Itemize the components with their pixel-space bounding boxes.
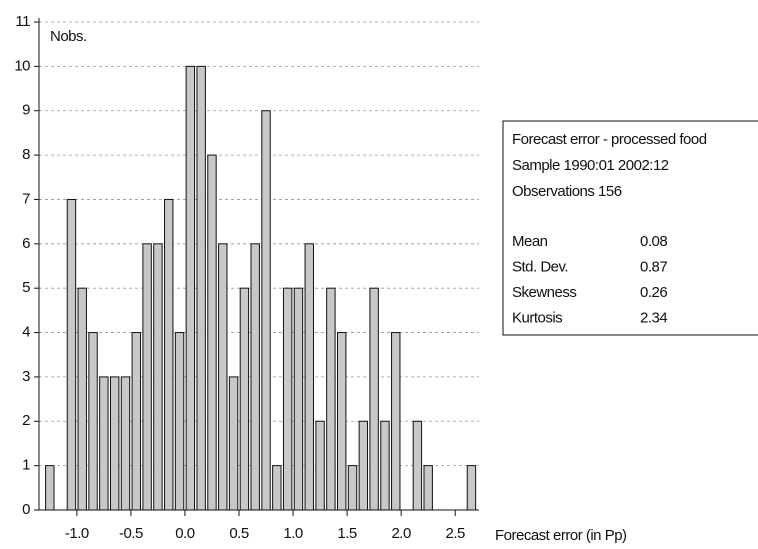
bar — [412, 420, 423, 511]
x-axis-label: Forecast error (in Pp) — [495, 527, 627, 544]
bar — [369, 287, 379, 511]
bar — [380, 420, 390, 511]
bar — [88, 332, 98, 511]
x-tick-label: 1.0 — [283, 525, 303, 542]
stat-name: Mean — [512, 233, 548, 250]
stat-name: Skewness — [512, 284, 576, 301]
bar — [142, 243, 152, 511]
bar — [207, 154, 217, 511]
x-tick-label: -1.0 — [65, 525, 89, 542]
stat-name: Std. Dev. — [512, 258, 568, 275]
stats-observations: Observations 156 — [512, 183, 622, 200]
bar — [326, 287, 336, 511]
bar — [218, 243, 228, 511]
y-tick-label: 11 — [15, 13, 30, 30]
bar — [174, 332, 185, 511]
stat-name: Kurtosis — [512, 309, 562, 326]
y-axis-label: Nobs. — [50, 28, 87, 45]
x-tick-label: 0.5 — [229, 525, 249, 542]
stats-box — [502, 120, 758, 336]
bar — [336, 332, 347, 511]
bar — [391, 332, 401, 511]
x-tick-label: -0.5 — [119, 525, 143, 542]
x-tick-label: 2.0 — [391, 525, 411, 542]
bar — [109, 376, 120, 511]
x-tick-label: 2.5 — [446, 525, 466, 542]
y-tick-label: 3 — [22, 368, 30, 385]
bar — [99, 376, 109, 511]
stat-value: 0.87 — [640, 258, 667, 275]
bar — [164, 198, 174, 511]
bar — [239, 287, 250, 511]
bar — [185, 65, 196, 511]
y-tick-label: 2 — [22, 412, 30, 429]
bar — [153, 243, 163, 511]
bar — [315, 420, 325, 511]
bar — [282, 287, 293, 511]
bar — [272, 465, 282, 511]
bar — [250, 243, 260, 511]
stat-value: 0.08 — [640, 233, 667, 250]
stats-sample: Sample 1990:01 2002:12 — [512, 157, 669, 174]
bar — [261, 110, 271, 511]
bar — [45, 465, 55, 511]
stat-value: 0.26 — [640, 284, 667, 301]
y-tick-label: 6 — [22, 235, 30, 252]
stats-title: Forecast error - processed food — [512, 131, 707, 148]
y-tick-label: 0 — [22, 501, 30, 518]
stat-value: 2.34 — [640, 309, 667, 326]
y-tick-label: 1 — [22, 457, 30, 474]
y-tick-label: 5 — [22, 279, 30, 296]
y-tick-label: 10 — [14, 57, 30, 74]
bar — [196, 65, 206, 511]
bar — [77, 287, 87, 511]
y-tick-label: 4 — [22, 324, 30, 341]
y-tick-label: 8 — [22, 146, 30, 163]
y-tick-label: 7 — [22, 190, 30, 207]
bar — [304, 243, 314, 511]
bar — [66, 198, 77, 511]
x-tick-label: 0.0 — [175, 525, 195, 542]
y-tick-label: 9 — [22, 102, 30, 119]
bar — [120, 376, 131, 511]
bar — [358, 420, 369, 511]
x-tick-label: 1.5 — [337, 525, 357, 542]
bar — [423, 465, 433, 511]
bar — [131, 332, 142, 511]
bar — [347, 465, 358, 511]
bar — [228, 376, 239, 511]
bar — [293, 287, 304, 511]
bar — [466, 465, 477, 511]
